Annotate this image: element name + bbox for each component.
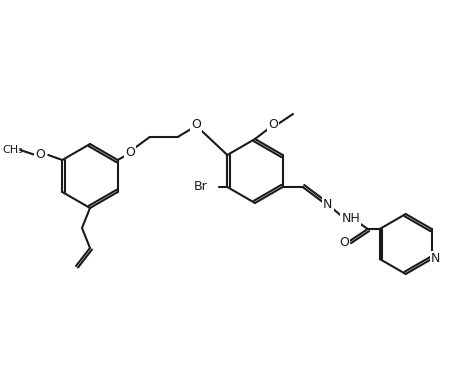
Text: N: N <box>323 198 332 210</box>
Text: Br: Br <box>194 180 207 194</box>
Text: O: O <box>339 236 349 250</box>
Text: O: O <box>35 149 45 161</box>
Text: O: O <box>125 146 135 158</box>
Text: CH₃: CH₃ <box>2 145 23 155</box>
Text: O: O <box>268 117 278 131</box>
Text: NH: NH <box>341 213 360 225</box>
Text: N: N <box>431 253 440 265</box>
Text: O: O <box>191 119 201 131</box>
